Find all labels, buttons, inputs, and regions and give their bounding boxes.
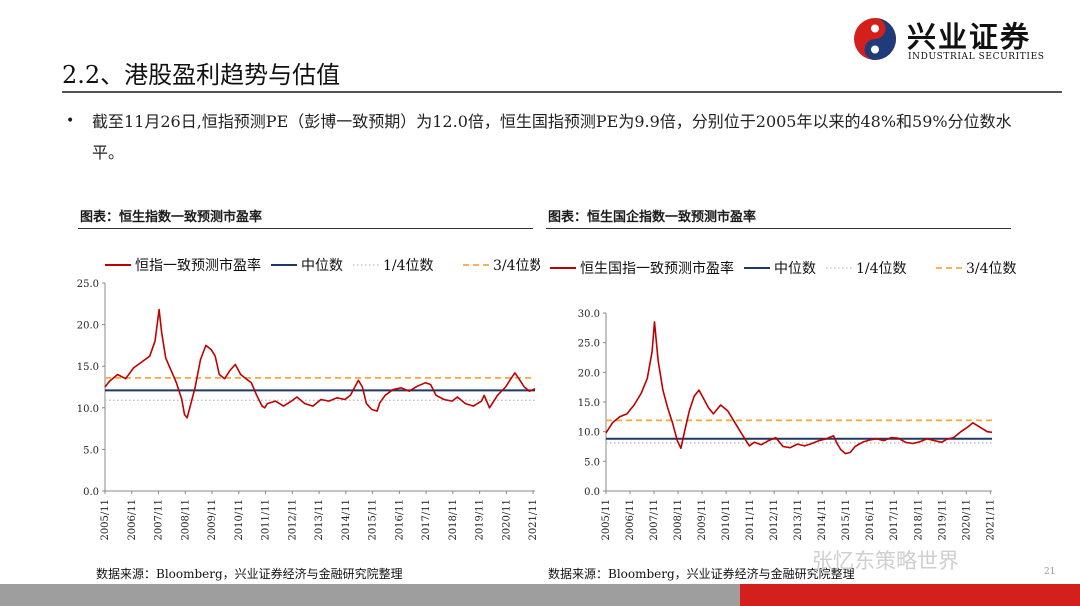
footer-bar <box>0 584 1080 606</box>
chart2-x-tick-label: 2006/11 <box>625 499 636 540</box>
chart2-y-tick-label: 10.0 <box>578 428 600 439</box>
chart1-x-tick-label: 2005/11 <box>100 499 111 540</box>
chart1-x-tick-label: 2007/11 <box>154 499 165 540</box>
chart2-y-tick-label: 15.0 <box>578 398 600 409</box>
chart1-x-tick-label: 2009/11 <box>207 499 218 540</box>
chart2-legend-label-3: 3/4位数 <box>966 261 1017 277</box>
chart2-x-tick-label: 2009/11 <box>697 499 708 540</box>
chart2-x-tick-label: 2017/11 <box>889 499 900 540</box>
chart1-x-tick-label: 2013/11 <box>314 499 325 540</box>
footer-bar-red <box>740 584 1080 606</box>
chart1-x-tick-label: 2006/11 <box>127 499 138 540</box>
watermark-text: 张忆东策略世界 <box>812 549 959 573</box>
chart1-x-tick-label: 2020/11 <box>501 499 512 540</box>
chart2-y-tick-label: 5.0 <box>584 457 600 468</box>
logo-text-cn: 兴业证券 <box>907 20 1032 54</box>
page-number: 21 <box>1044 567 1056 577</box>
brand-logo: 兴业证券 INDUSTRIAL SECURITIES <box>852 14 1066 66</box>
chart1-y-tick-label: 20.0 <box>77 321 99 332</box>
chart1-caption: 图表：恒生指数一致预测市盈率 <box>80 210 263 225</box>
chart2-caption: 图表：恒生国企指数一致预测市盈率 <box>548 210 757 225</box>
chart2-pe-series-line <box>605 321 993 455</box>
chart1-y-tick-label: 25.0 <box>77 279 99 290</box>
logo-yin-yang-icon <box>854 18 896 60</box>
chart2-x-tick-label: 2020/11 <box>961 499 972 540</box>
chart1-x-tick-label: 2021/11 <box>528 499 539 540</box>
chart2-caption-rule <box>546 228 1011 229</box>
chart-hscei-forward-pe: 恒生国指一致预测市盈率 中位数 1/4位数 3/4位数 0.0 5.0 10.0 15.0 20… <box>550 260 1017 540</box>
bullet-dot-icon: • <box>66 113 75 129</box>
chart1-y-tick-label: 5.0 <box>83 445 99 456</box>
chart2-x-tick-label: 2012/11 <box>769 499 780 540</box>
chart1-x-tick-label: 2015/11 <box>368 499 379 540</box>
chart1-y-tick-label: 15.0 <box>77 362 99 373</box>
chart2-legend-label-0: 恒生国指一致预测市盈率 <box>580 260 734 277</box>
chart2-x-tick-label: 2011/11 <box>745 499 756 540</box>
chart2-source: 数据来源：Bloomberg，兴业证券经济与金融研究院整理 <box>548 567 855 581</box>
title-divider <box>62 91 1062 93</box>
chart1-y-tick-label: 0.0 <box>83 487 99 498</box>
chart1-x-tick-label: 2018/11 <box>448 499 459 540</box>
chart2-x-tick-label: 2019/11 <box>937 499 948 540</box>
chart1-pe-series-line <box>104 308 536 419</box>
chart2-x-tick-label: 2007/11 <box>649 499 660 540</box>
chart2-legend-label-1: 中位数 <box>774 261 816 277</box>
chart2-x-tick-label: 2013/11 <box>793 499 804 540</box>
chart2-x-tick-label: 2014/11 <box>817 499 828 540</box>
chart2-legend-label-2: 1/4位数 <box>856 261 907 277</box>
chart-hsi-forward-pe: 恒指一致预测市盈率 中位数 1/4位数 3/4位数 0.0 5.0 10.0 15.0 20.0… <box>77 257 540 540</box>
chart1-x-tick-label: 2017/11 <box>421 499 432 540</box>
chart1-x-tick-label: 2014/11 <box>341 499 352 540</box>
chart1-x-tick-label: 2010/11 <box>234 499 245 540</box>
chart1-x-tick-label: 2019/11 <box>475 499 486 540</box>
chart1-x-tick-label: 2011/11 <box>261 499 272 540</box>
chart2-x-tick-label: 2018/11 <box>913 499 924 540</box>
chart1-x-tick-label: 2012/11 <box>287 499 298 540</box>
chart1-x-tick-label: 2008/11 <box>180 499 191 540</box>
page-title: 2.2、港股盈利趋势与估值 <box>62 61 341 89</box>
chart2-y-tick-label: 25.0 <box>578 339 600 350</box>
chart1-legend-label-3: 3/4位数 <box>493 258 540 274</box>
chart2-x-tick-label: 2021/11 <box>985 499 996 540</box>
chart2-x-tick-label: 2015/11 <box>841 499 852 540</box>
logo-text-en: INDUSTRIAL SECURITIES <box>908 52 1045 62</box>
chart1-legend-label-0: 恒指一致预测市盈率 <box>135 257 261 274</box>
chart2-y-tick-label: 0.0 <box>584 487 600 498</box>
chart2-y-tick-label: 30.0 <box>578 309 600 320</box>
chart2-y-tick-label: 20.0 <box>578 368 600 379</box>
chart1-legend-label-1: 中位数 <box>301 258 343 274</box>
chart2-x-tick-label: 2005/11 <box>601 499 612 540</box>
chart2-x-tick-label: 2010/11 <box>721 499 732 540</box>
chart1-y-tick-label: 10.0 <box>77 404 99 415</box>
bullet-text: 截至11月26日,恒指预测PE（彭博一致预期）为12.0倍，恒生国指预测PE为9… <box>92 112 1012 162</box>
footer-bar-gray <box>0 584 740 606</box>
chart1-source: 数据来源：Bloomberg，兴业证券经济与金融研究院整理 <box>96 567 403 581</box>
chart1-legend-label-2: 1/4位数 <box>383 258 434 274</box>
chart2-x-tick-label: 2008/11 <box>673 499 684 540</box>
chart1-caption-rule <box>78 228 533 229</box>
chart2-x-tick-label: 2016/11 <box>865 499 876 540</box>
chart1-x-tick-label: 2016/11 <box>394 499 405 540</box>
